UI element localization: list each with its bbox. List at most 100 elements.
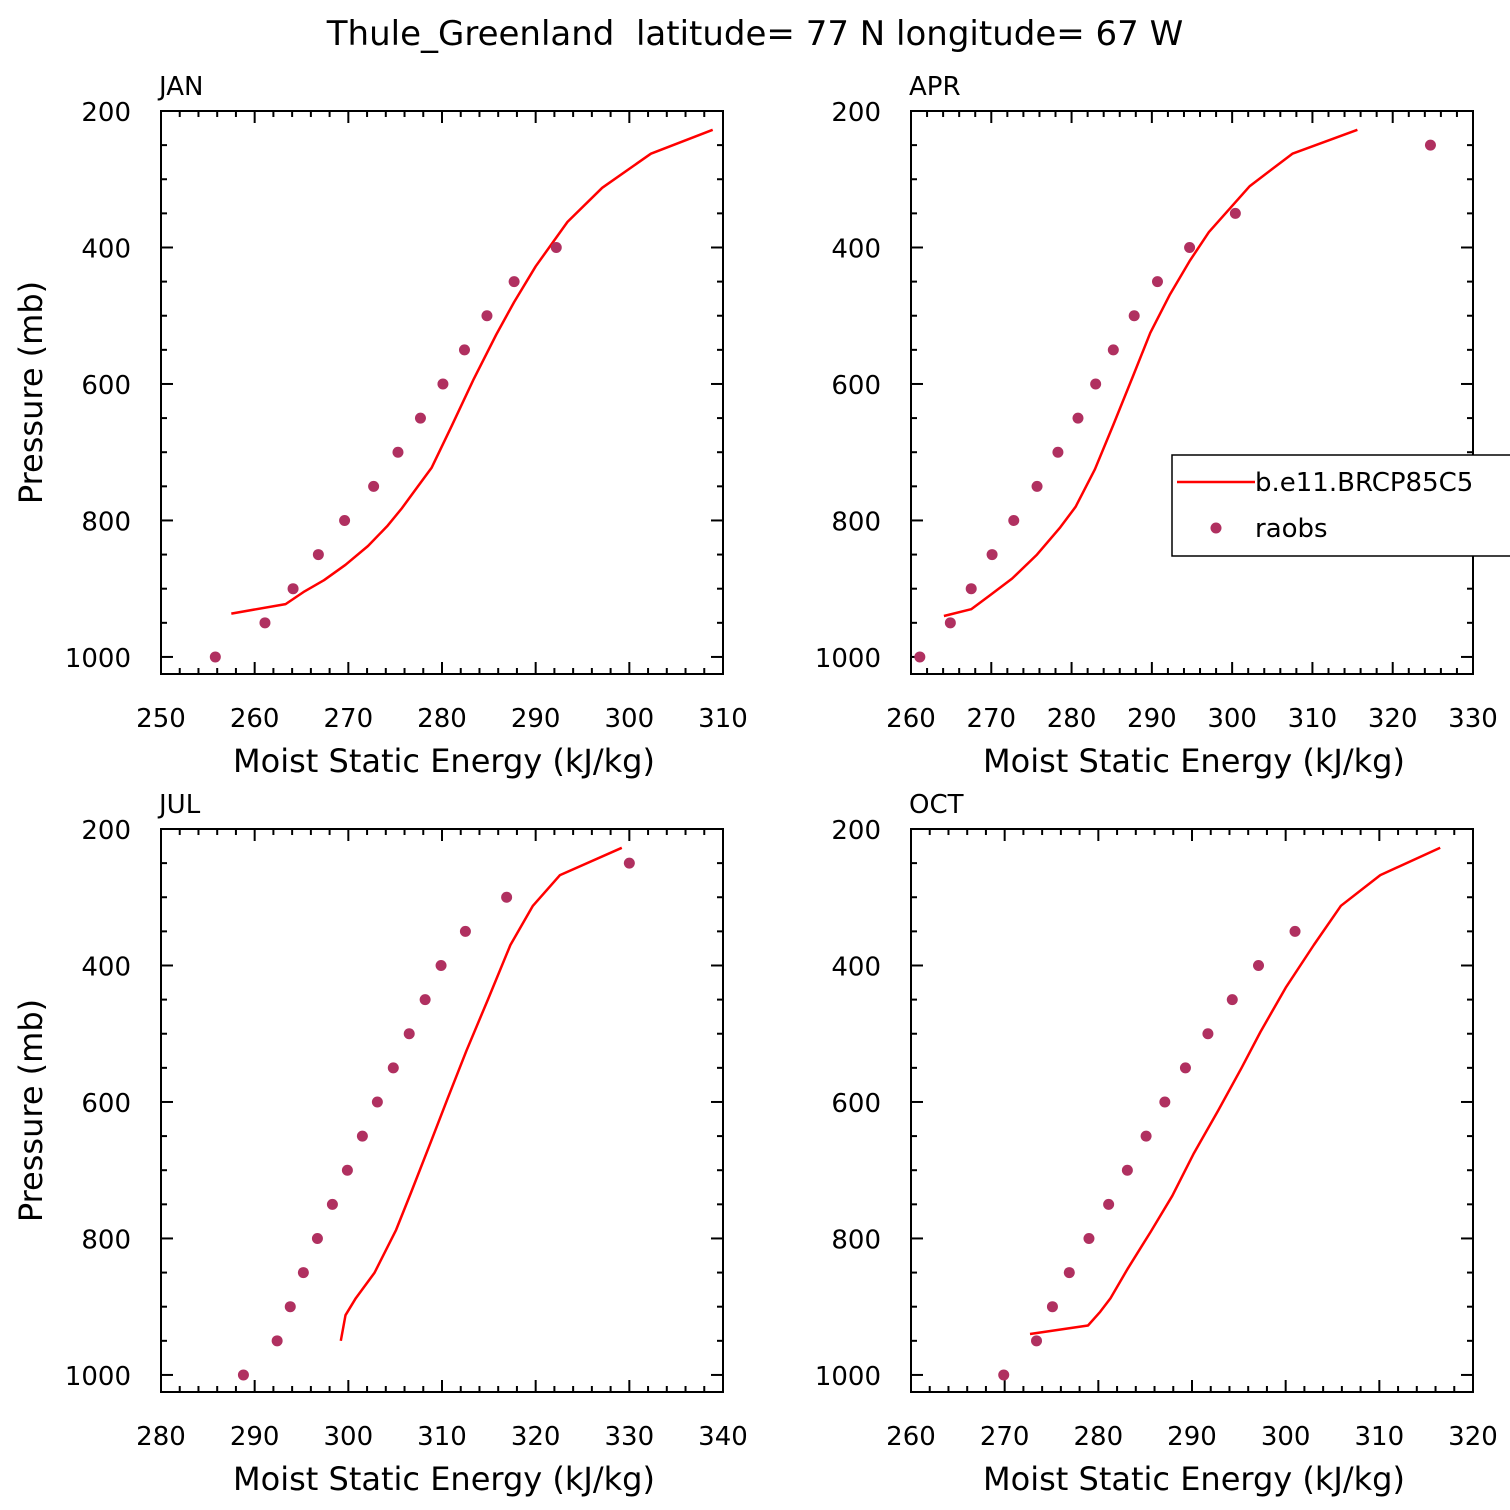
x-tick-label: 290: [1167, 1422, 1217, 1452]
obs-point: [1229, 207, 1241, 219]
obs-point: [1184, 241, 1196, 253]
panel-oct: 260 270 280 290 300 310 320 200 400 600 800 1000 Moi…: [815, 790, 1498, 1498]
obs-point: [1121, 1164, 1133, 1176]
obs-point: [287, 583, 299, 595]
model-line: [1029, 846, 1441, 1336]
obs-point: [284, 1301, 296, 1313]
x-tick-label: 300: [1207, 704, 1257, 734]
obs-point: [944, 617, 956, 629]
obs-point: [297, 1267, 309, 1279]
y-tick-label: 800: [81, 1225, 131, 1255]
obs-point: [1424, 139, 1436, 151]
panel-jul: 280 290 300 310 320 330 340 200 400 600 800 1000 Moi…: [12, 790, 748, 1498]
obs-point: [1008, 514, 1020, 526]
obs-point: [1128, 310, 1140, 322]
obs-point: [271, 1335, 283, 1347]
legend-box: [1171, 454, 1510, 557]
obs-point: [368, 480, 380, 492]
x-tick-label: 330: [605, 1422, 655, 1452]
obs-point: [341, 1164, 353, 1176]
obs-point: [356, 1130, 368, 1142]
x-tick-label: 310: [698, 704, 748, 734]
y-tick-label: 1000: [65, 1362, 131, 1392]
x-tick-label: 270: [966, 704, 1016, 734]
x-tick-label: 260: [230, 704, 280, 734]
x-tick-label: 330: [1448, 704, 1498, 734]
y-tick-label: 200: [831, 98, 881, 128]
model-line: [231, 128, 714, 615]
obs-point: [1103, 1198, 1115, 1210]
y-tick-label: 200: [81, 98, 131, 128]
obs-point: [437, 378, 449, 390]
obs-point: [371, 1096, 383, 1108]
obs-point: [1063, 1267, 1075, 1279]
x-tick-label: 270: [324, 704, 374, 734]
x-tick-label: 290: [1127, 704, 1177, 734]
panel-label: OCT: [909, 790, 964, 820]
obs-point: [1031, 1335, 1043, 1347]
x-tick-label: 300: [1261, 1422, 1311, 1452]
panel-apr: 260 270 280 290 300 310 320 330 200 400 600 800 1000…: [815, 72, 1498, 780]
figure-title: Thule_Greenland latitude= 77 N longitude…: [326, 14, 1183, 54]
obs-point: [550, 241, 562, 253]
obs-point: [237, 1369, 249, 1381]
obs-point: [414, 412, 426, 424]
obs-point: [1140, 1130, 1152, 1142]
y-tick-label: 1000: [815, 1362, 881, 1392]
y-tick-label: 1000: [815, 644, 881, 674]
y-tick-label: 600: [831, 1089, 881, 1119]
obs-point: [1179, 1062, 1191, 1074]
obs-point: [914, 651, 926, 663]
legend-marker-sample: [1210, 522, 1222, 534]
obs-point: [1072, 412, 1084, 424]
x-axis-label: Moist Static Energy (kJ/kg): [233, 742, 655, 780]
obs-point: [1253, 959, 1265, 971]
obs-point: [965, 583, 977, 595]
x-axis-label: Moist Static Energy (kJ/kg): [983, 742, 1405, 780]
x-tick-label: 250: [136, 704, 186, 734]
x-axis-label: Moist Static Energy (kJ/kg): [233, 1460, 655, 1498]
y-axis-label: Pressure (mb): [12, 281, 50, 504]
obs-point: [458, 344, 470, 356]
obs-point: [459, 925, 471, 937]
y-tick-label: 400: [831, 234, 881, 264]
x-tick-label: 340: [698, 1422, 748, 1452]
obs-point: [209, 651, 221, 663]
obs-point: [1159, 1096, 1171, 1108]
plot-frame: [910, 110, 1474, 675]
y-tick-label: 1000: [65, 644, 131, 674]
x-tick-label: 300: [605, 704, 655, 734]
obs-point: [403, 1028, 415, 1040]
obs-point: [1289, 925, 1301, 937]
panel-label: APR: [909, 72, 961, 102]
x-tick-label: 310: [1288, 704, 1338, 734]
x-tick-label: 280: [1047, 704, 1097, 734]
y-tick-label: 600: [831, 371, 881, 401]
x-tick-label: 300: [324, 1422, 374, 1452]
obs-point: [435, 959, 447, 971]
obs-point: [419, 994, 431, 1006]
y-axis-label: Pressure (mb): [12, 999, 50, 1222]
obs-point: [339, 514, 351, 526]
x-tick-label: 310: [417, 1422, 467, 1452]
x-axis-label: Moist Static Energy (kJ/kg): [983, 1460, 1405, 1498]
plot-frame: [160, 110, 724, 675]
obs-point: [259, 617, 271, 629]
x-tick-label: 320: [511, 1422, 561, 1452]
obs-point: [986, 549, 998, 561]
obs-point: [387, 1062, 399, 1074]
panels: 250 260 270 280 290 300 310 200 400 600 800 1000 Moi…: [12, 72, 1498, 1498]
obs-point: [1090, 378, 1102, 390]
x-tick-label: 260: [886, 704, 936, 734]
panel-jan: 250 260 270 280 290 300 310 200 400 600 800 1000 Moi…: [12, 72, 748, 780]
obs-point: [326, 1198, 338, 1210]
obs-point: [1031, 480, 1043, 492]
x-tick-label: 290: [511, 704, 561, 734]
y-tick-label: 600: [81, 1089, 131, 1119]
panel-label: JAN: [157, 72, 203, 102]
panel-label: JUL: [157, 790, 201, 820]
x-tick-label: 320: [1368, 704, 1418, 734]
y-tick-label: 400: [831, 952, 881, 982]
legend-label: b.e11.BRCP85C5: [1255, 468, 1473, 498]
